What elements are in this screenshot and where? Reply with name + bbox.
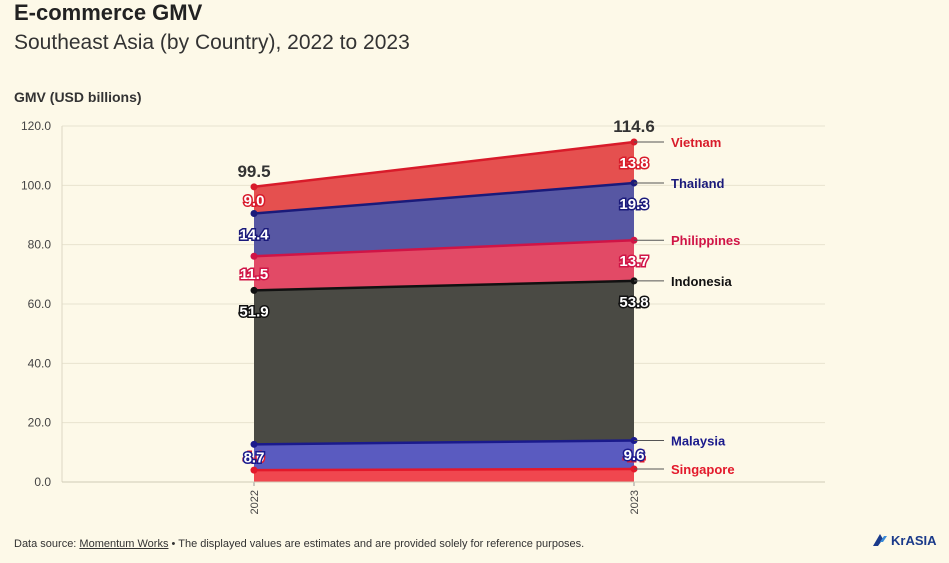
y-tick-label-2: 40.0 (28, 356, 52, 370)
data-point-malaysia-2022 (250, 440, 258, 448)
krasia-logo: KrASIA (872, 532, 937, 548)
area-singapore (254, 468, 634, 482)
y-tick-label-1: 20.0 (28, 416, 52, 430)
value-label-singapore-2023: 4.4 (624, 448, 646, 465)
value-label-philippines-2022: 11.5 (240, 266, 268, 283)
series-line-vietnam (253, 140, 635, 189)
series-line-philippines (253, 238, 635, 258)
area-malaysia (254, 440, 634, 471)
total-label-2023: 114.6 (613, 117, 655, 136)
legend-label-singapore: Singapore (671, 462, 735, 477)
value-label-thailand-2022: 14.4 (239, 227, 269, 244)
value-label-malaysia-2022: 8.7 (244, 450, 265, 467)
data-point-singapore-2022 (250, 466, 258, 474)
value-label-malaysia-2023: 9.6 (624, 447, 645, 464)
data-point-thailand-2022 (250, 210, 258, 218)
legend-label-thailand: Thailand (671, 176, 725, 191)
value-label-thailand-2023: 19.3 (619, 196, 648, 213)
chart-subtitle: Southeast Asia (by Country), 2022 to 202… (14, 31, 410, 54)
source-link[interactable]: Momentum Works (79, 538, 169, 550)
footer-note: Data source: Momentum Works • The displa… (14, 538, 584, 550)
data-point-indonesia-2022 (250, 286, 258, 294)
series-line-malaysia (253, 439, 635, 446)
footer-prefix: Data source: (14, 538, 80, 550)
value-label-singapore-2022: 4.0 (244, 449, 265, 466)
footer-disclaimer: • The displayed values are estimates and… (168, 538, 585, 550)
total-label-2022: 99.5 (237, 162, 270, 181)
legend-label-indonesia: Indonesia (671, 274, 732, 289)
value-label-indonesia-2022: 51.9 (239, 303, 268, 320)
data-point-philippines-2022 (250, 252, 258, 260)
series-line-indonesia (253, 279, 635, 292)
y-tick-label-0: 0.0 (34, 475, 51, 489)
y-tick-label-5: 100.0 (21, 178, 51, 192)
area-vietnam (254, 142, 634, 214)
krasia-mark-icon (873, 534, 887, 546)
y-axis-title: GMV (USD billions) (14, 89, 142, 105)
value-label-philippines-2023: 13.7 (619, 253, 648, 270)
legend-label-philippines: Philippines (671, 233, 740, 248)
chart-title: E-commerce GMV (14, 0, 203, 25)
legend-label-vietnam: Vietnam (671, 135, 721, 150)
legend-label-malaysia: Malaysia (671, 433, 726, 448)
y-tick-label-4: 80.0 (28, 238, 52, 252)
area-indonesia (254, 280, 634, 445)
series-line-singapore (253, 467, 635, 472)
data-point-vietnam-2022 (250, 183, 258, 191)
value-label-indonesia-2023: 53.8 (619, 294, 648, 311)
series-line-thailand (253, 181, 635, 215)
value-label-vietnam-2023: 13.8 (619, 155, 648, 172)
x-tick-label-2022: 2022 (249, 490, 261, 514)
x-tick-label-2023: 2023 (629, 490, 641, 514)
y-tick-label-6: 120.0 (21, 119, 51, 133)
y-tick-label-3: 60.0 (28, 297, 52, 311)
area-thailand (254, 182, 634, 257)
value-label-vietnam-2022: 9.0 (244, 193, 265, 210)
logo-text: KrASIA (891, 532, 937, 548)
